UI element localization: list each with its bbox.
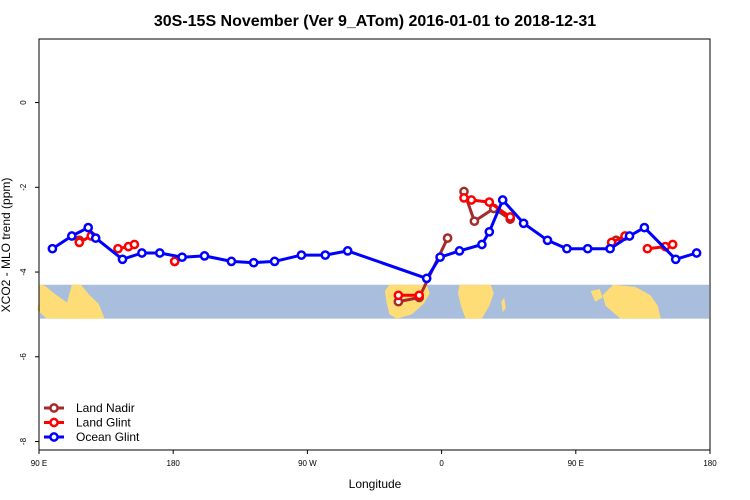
legend-marker — [49, 432, 59, 442]
data-point — [454, 246, 465, 256]
series-line — [462, 191, 512, 223]
y-tick-label: -8 — [19, 437, 28, 445]
x-tick-label: 0 — [439, 459, 444, 468]
data-point — [113, 243, 123, 254]
data-point — [90, 233, 101, 243]
data-point — [484, 197, 495, 207]
land-shape — [65, 284, 105, 319]
series-layer — [47, 186, 702, 307]
x-axis-label: Longitude — [349, 477, 402, 491]
land-shape — [501, 297, 506, 313]
data-point — [624, 231, 635, 241]
data-point — [642, 243, 653, 254]
x-axis: 90 E 180 90 W 0 90 E 180 — [31, 450, 717, 468]
legend-label: Ocean Glint — [76, 430, 140, 444]
data-point — [582, 243, 593, 254]
data-point — [129, 239, 140, 250]
data-point — [667, 239, 678, 250]
data-point — [562, 243, 572, 254]
y-axis-label: XCO2 - MLO trend (ppm) — [0, 178, 13, 313]
legend-marker — [49, 403, 59, 413]
data-point — [83, 222, 94, 233]
data-point — [459, 193, 469, 203]
data-point — [154, 248, 165, 258]
data-point — [320, 250, 331, 260]
data-point — [605, 243, 615, 254]
data-point — [199, 251, 210, 261]
x-tick-label: 90 E — [31, 459, 47, 468]
y-tick-label: -4 — [19, 268, 28, 276]
data-point — [342, 246, 353, 256]
data-point — [226, 256, 237, 267]
data-point — [248, 257, 259, 268]
data-point — [269, 256, 280, 267]
legend-marker — [49, 417, 59, 428]
data-point — [639, 222, 650, 233]
series-line — [51, 198, 698, 280]
data-point — [296, 250, 307, 260]
x-tick-label: 90 E — [568, 459, 584, 468]
land-shape — [458, 284, 494, 319]
data-point — [169, 256, 180, 267]
y-tick-label: -6 — [19, 353, 28, 361]
data-point — [477, 239, 487, 250]
x-tick-label: 90 W — [298, 459, 317, 468]
land-shape — [37, 284, 99, 319]
data-point — [66, 231, 77, 241]
data-point — [484, 226, 495, 237]
data-point — [74, 237, 85, 248]
chart-title: 30S-15S November (Ver 9_ATom) 2016-01-01… — [154, 13, 596, 30]
legend-label: Land Glint — [76, 416, 131, 430]
map-band — [37, 284, 709, 319]
data-point — [518, 218, 529, 229]
data-point — [670, 254, 681, 265]
data-point — [542, 235, 553, 246]
x-tick-label: 180 — [167, 459, 181, 468]
data-point — [466, 195, 477, 205]
data-point — [393, 290, 404, 301]
y-tick-label: -2 — [19, 183, 28, 191]
data-point — [691, 248, 702, 258]
data-point — [117, 254, 128, 265]
plot-frame — [38, 38, 711, 451]
series-land-glint — [74, 193, 678, 301]
data-point — [47, 243, 58, 254]
x-tick-label: 180 — [703, 459, 717, 468]
land-shape — [590, 289, 603, 302]
data-point — [442, 233, 453, 243]
y-tick-label: 0 — [19, 100, 28, 105]
data-point — [505, 212, 516, 222]
legend-label: Land Nadir — [76, 401, 135, 415]
data-point — [497, 195, 508, 205]
land-shape — [602, 284, 661, 319]
data-point — [421, 273, 432, 284]
data-point — [435, 252, 445, 263]
data-point — [469, 216, 480, 227]
data-point — [414, 290, 425, 301]
series-ocean-glint — [47, 195, 702, 284]
y-axis: 0 -2 -4 -6 -8 — [19, 100, 39, 445]
data-point — [177, 252, 187, 263]
data-point — [137, 248, 147, 258]
